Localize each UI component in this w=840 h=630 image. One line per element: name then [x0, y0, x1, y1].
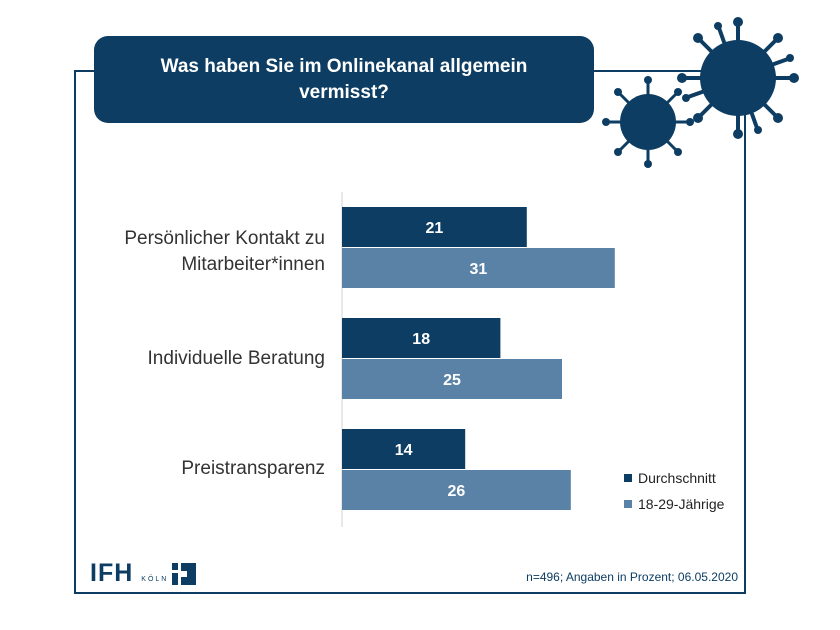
- data-label-18-29-1: 31: [470, 261, 488, 278]
- footer-note: n=496; Angaben in Prozent; 06.05.2020: [526, 570, 738, 584]
- bar-18-29-1: [342, 248, 615, 288]
- bar-18-29-2: [342, 359, 562, 399]
- data-label-durchschnitt-1: 21: [426, 220, 444, 237]
- bar-durchschnitt-3: [342, 429, 466, 469]
- logo-subtitle: KÖLN: [141, 576, 169, 583]
- logo-mark-icon: [172, 563, 197, 585]
- chart-title: Was haben Sie im Onlinekanal allgemein v…: [160, 55, 528, 103]
- category-label-2: Individuelle Beratung: [147, 348, 325, 369]
- bar-durchschnitt-1: [342, 207, 527, 247]
- legend-label-18-29: 18-29-Jährige: [638, 496, 725, 512]
- data-label-durchschnitt-3: 14: [395, 442, 413, 459]
- ifh-logo: IFH KÖLN: [90, 559, 197, 587]
- bar-durchschnitt-2: [342, 318, 501, 358]
- category-label-3: Preistransparenz: [181, 458, 325, 479]
- data-label-durchschnitt-2: 18: [412, 331, 430, 348]
- legend-item-durchschnitt: Durchschnitt: [624, 470, 716, 486]
- category-label-1: Persönlicher Kontakt zu Mitarbeiter*inne…: [124, 228, 325, 275]
- chart-title-box: Was haben Sie im Onlinekanal allgemein v…: [94, 36, 594, 123]
- virus-icon: [602, 17, 799, 168]
- logo-text: IFH: [90, 559, 134, 587]
- legend-swatch-durchschnitt: [624, 474, 632, 482]
- legend-label-durchschnitt: Durchschnitt: [638, 470, 716, 486]
- legend-swatch-18-29: [624, 500, 632, 508]
- bar-18-29-3: [342, 470, 571, 510]
- legend-item-18-29: 18-29-Jährige: [624, 496, 724, 512]
- data-label-18-29-2: 25: [443, 372, 461, 389]
- data-label-18-29-3: 26: [448, 483, 466, 500]
